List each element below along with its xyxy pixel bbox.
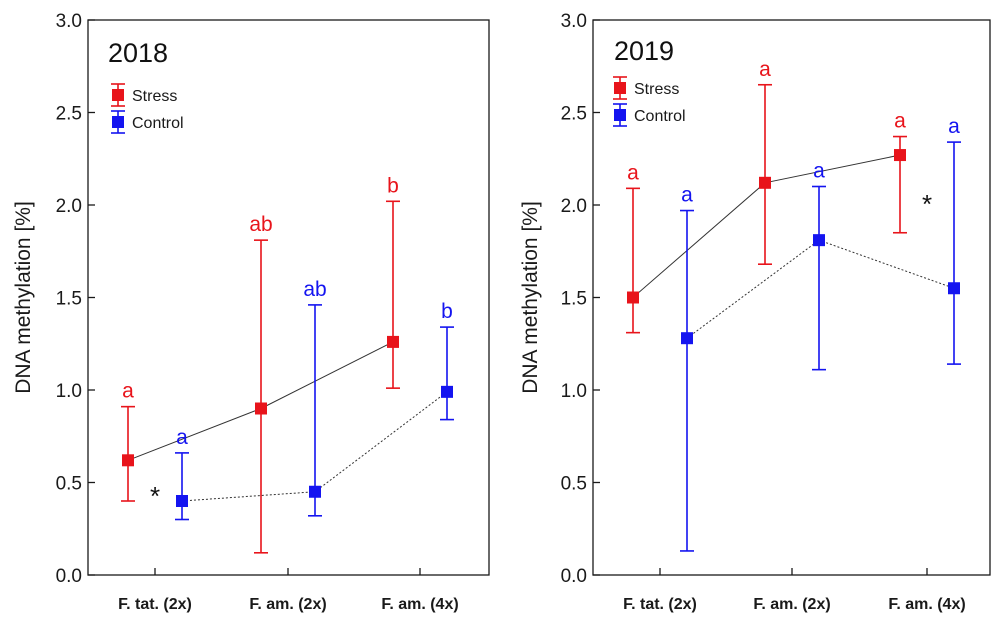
- x-category-label: F. tat. (2x): [118, 596, 192, 613]
- x-category-label: F. am. (4x): [888, 596, 965, 613]
- legend-marker-control: [614, 109, 626, 121]
- panel-title: 2018: [108, 38, 168, 68]
- data-point-stress: [627, 291, 639, 304]
- significance-letter: ab: [303, 278, 326, 301]
- significance-letter: a: [122, 380, 134, 403]
- y-tick-label: 2.5: [561, 104, 587, 125]
- y-axis-label: DNA methylation [%]: [12, 201, 35, 394]
- data-point-stress: [255, 402, 267, 415]
- data-point-control: [681, 332, 693, 345]
- significance-letter: a: [176, 426, 188, 449]
- significance-letter: a: [894, 110, 906, 133]
- legend-marker-control: [112, 116, 124, 128]
- panel-title: 2019: [614, 36, 674, 66]
- y-tick-label: 3.0: [56, 11, 82, 32]
- significance-letter: a: [681, 184, 693, 207]
- significance-letter: a: [948, 115, 960, 138]
- data-point-control: [176, 495, 188, 507]
- significance-letter: a: [627, 161, 639, 184]
- significance-asterisk: *: [150, 481, 160, 511]
- y-tick-label: 0.5: [56, 474, 82, 495]
- legend-label: Stress: [634, 81, 679, 98]
- legend-marker-stress: [112, 89, 124, 101]
- series-line-control: [686, 239, 955, 339]
- y-tick-label: 1.0: [561, 381, 587, 402]
- data-point-stress: [387, 335, 399, 348]
- data-point-stress: [894, 149, 906, 162]
- x-category-label: F. am. (2x): [753, 596, 830, 613]
- data-point-control: [813, 234, 825, 247]
- y-tick-label: 1.5: [56, 289, 82, 310]
- x-category-label: F. am. (4x): [381, 596, 458, 613]
- y-tick-label: 3.0: [561, 11, 587, 32]
- legend-marker-stress: [614, 82, 626, 94]
- data-point-stress: [122, 454, 134, 467]
- significance-asterisk: *: [922, 189, 932, 219]
- y-tick-label: 0.0: [561, 566, 587, 587]
- legend-label: Stress: [132, 88, 177, 105]
- y-tick-label: 1.0: [56, 381, 82, 402]
- y-tick-label: 1.5: [561, 289, 587, 310]
- y-tick-label: 2.0: [561, 196, 587, 217]
- y-tick-label: 2.5: [56, 104, 82, 125]
- significance-letter: ab: [249, 213, 272, 236]
- data-point-control: [309, 485, 321, 498]
- legend-label: Control: [132, 115, 184, 132]
- significance-letter: a: [813, 160, 825, 183]
- chart-panel-2018: 0.0 0.5 1.0 1.5 2.0 2.5 3.0 F. tat. (2x) F. am. …: [12, 11, 490, 613]
- x-category-label: F. tat. (2x): [623, 596, 697, 613]
- x-category-label: F. am. (2x): [249, 596, 326, 613]
- series-line-stress: [632, 154, 901, 298]
- significance-letter: b: [441, 300, 453, 323]
- chart-panel-2019: 0.0 0.5 1.0 1.5 2.0 2.5 3.0 F. tat. (2x) F. am. …: [519, 11, 991, 613]
- legend-label: Control: [634, 108, 686, 125]
- plot-frame: [592, 19, 991, 576]
- significance-letter: b: [387, 174, 399, 197]
- data-point-control: [948, 282, 960, 295]
- y-tick-label: 0.0: [56, 566, 82, 587]
- y-tick-label: 2.0: [56, 196, 82, 217]
- y-axis-label: DNA methylation [%]: [519, 201, 542, 394]
- y-tick-label: 0.5: [561, 474, 587, 495]
- significance-letter: a: [759, 58, 771, 81]
- data-point-control: [441, 385, 453, 398]
- data-point-stress: [759, 176, 771, 189]
